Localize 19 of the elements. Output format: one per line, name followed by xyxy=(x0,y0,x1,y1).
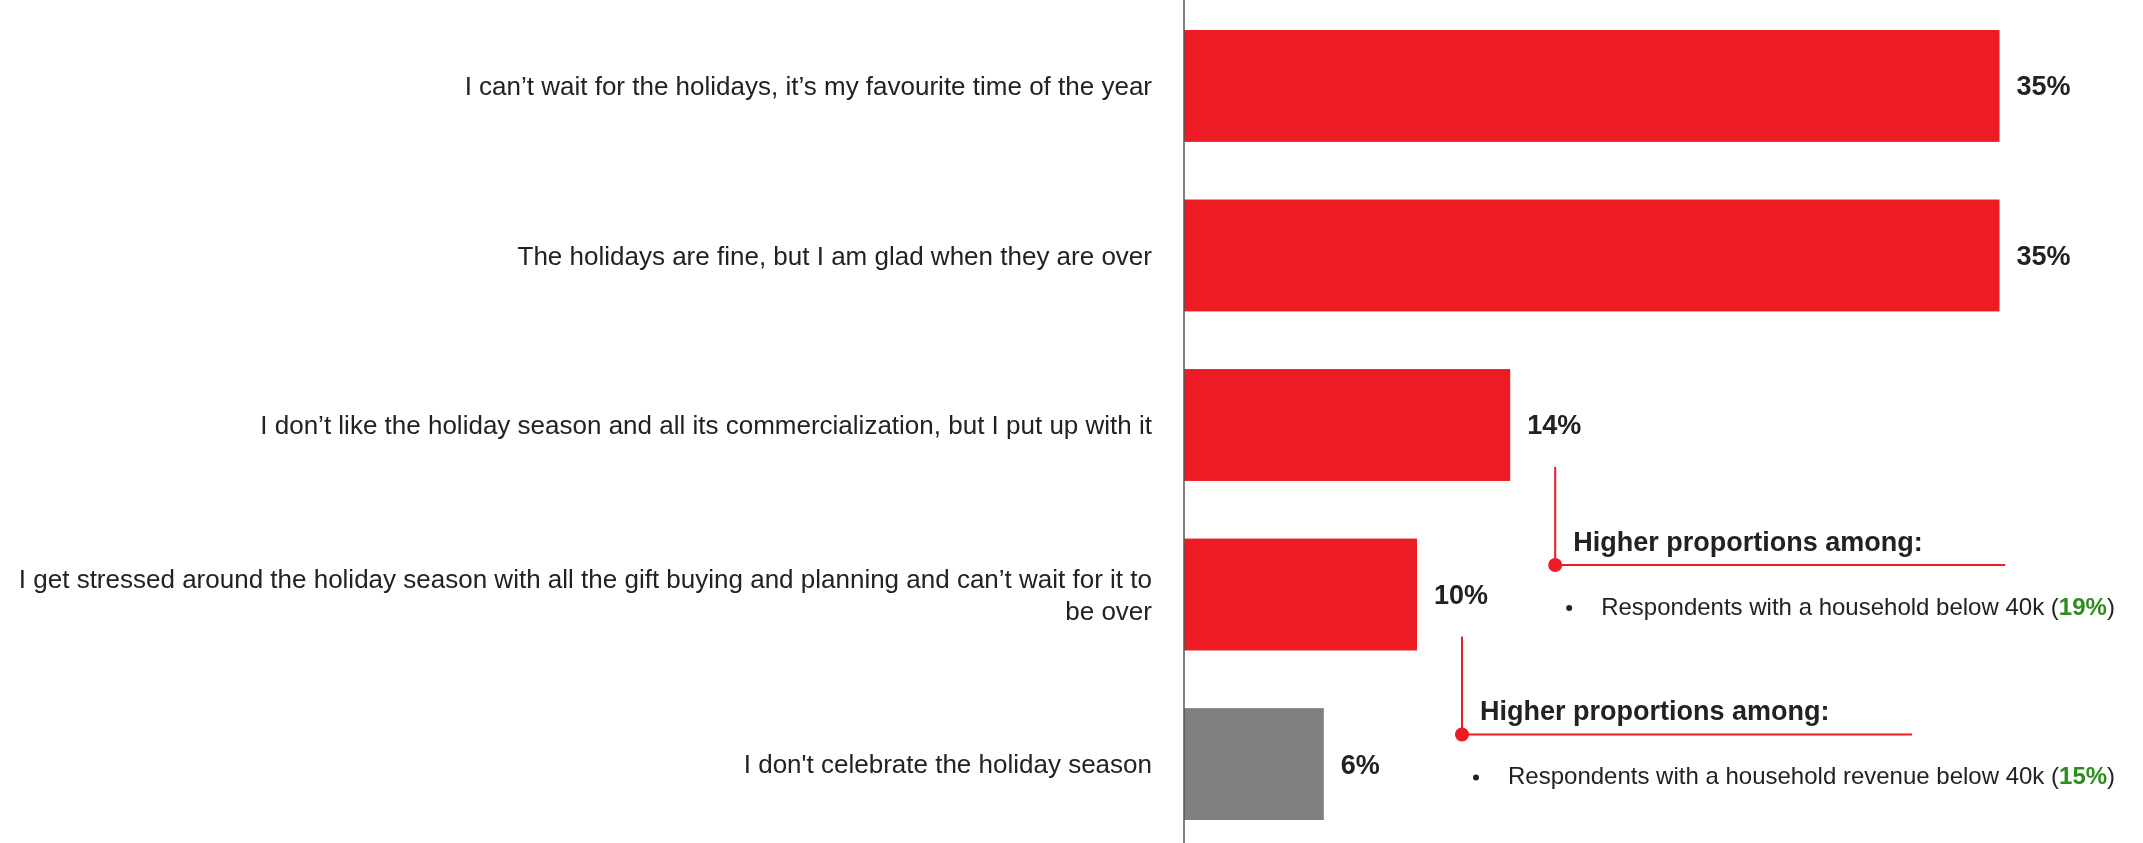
bar xyxy=(1184,369,1511,481)
y-tick-label: The holidays are fine, but I am glad when they are over xyxy=(517,240,1153,271)
bar xyxy=(1184,538,1417,651)
data-label: 35% xyxy=(2016,240,2071,271)
data-label: 6% xyxy=(1340,749,1380,780)
data-label: 14% xyxy=(1527,410,1582,441)
bar xyxy=(1184,199,2000,312)
annotation: Respondents with a household below 40k (19%) xyxy=(1601,592,2115,620)
data-label: 10% xyxy=(1434,579,1489,610)
data-label: 35% xyxy=(2016,71,2071,102)
bar xyxy=(1184,708,1324,820)
annotation: Respondents with a household revenue below 40k (15%) xyxy=(1508,762,2116,790)
y-tick-label: I get stressed around the holiday season with all the gift buying and planning and can’t wait for it to be over xyxy=(18,563,1153,626)
y-tick-label: I can’t wait for the holidays, it’s my favourite time of the year xyxy=(464,71,1153,102)
bar xyxy=(1184,30,2000,142)
y-tick-label: I don't celebrate the holiday season xyxy=(743,749,1152,780)
annotation: Higher proportions among: xyxy=(1573,526,1923,557)
y-tick-label: I don’t like the holiday season and all its commercialization, but I put up with it xyxy=(260,410,1153,441)
annotation: Higher proportions among: xyxy=(1480,696,1830,727)
